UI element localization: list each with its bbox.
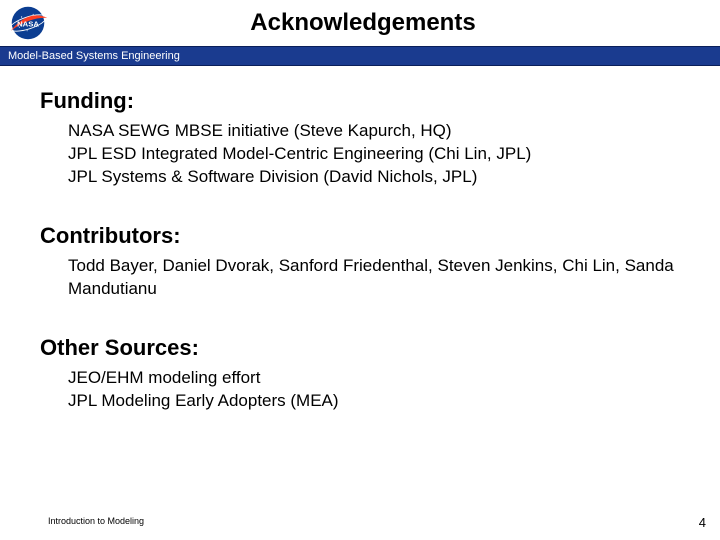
other-heading: Other Sources: <box>40 335 680 361</box>
contributors-body: Todd Bayer, Daniel Dvorak, Sanford Fried… <box>40 255 680 301</box>
slide-content: Funding: NASA SEWG MBSE initiative (Stev… <box>0 66 720 413</box>
funding-body: NASA SEWG MBSE initiative (Steve Kapurch… <box>40 120 680 189</box>
section-contributors: Contributors: Todd Bayer, Daniel Dvorak,… <box>40 223 680 301</box>
contributors-heading: Contributors: <box>40 223 680 249</box>
funding-line: JPL ESD Integrated Model-Centric Enginee… <box>68 143 680 166</box>
contributors-line: Todd Bayer, Daniel Dvorak, Sanford Fried… <box>68 255 680 301</box>
funding-heading: Funding: <box>40 88 680 114</box>
funding-line: NASA SEWG MBSE initiative (Steve Kapurch… <box>68 120 680 143</box>
subtitle-bar: Model-Based Systems Engineering <box>0 46 720 66</box>
nasa-logo-icon: NASA <box>6 5 50 41</box>
other-body: JEO/EHM modeling effort JPL Modeling Ear… <box>40 367 680 413</box>
slide-header: NASA Acknowledgements <box>0 0 720 46</box>
page-number: 4 <box>699 515 706 530</box>
funding-line: JPL Systems & Software Division (David N… <box>68 166 680 189</box>
footer-left-text: Introduction to Modeling <box>48 516 144 526</box>
section-funding: Funding: NASA SEWG MBSE initiative (Stev… <box>40 88 680 189</box>
other-line: JPL Modeling Early Adopters (MEA) <box>68 390 680 413</box>
slide-title: Acknowledgements <box>50 9 720 37</box>
svg-text:NASA: NASA <box>17 19 39 28</box>
other-line: JEO/EHM modeling effort <box>68 367 680 390</box>
section-other-sources: Other Sources: JEO/EHM modeling effort J… <box>40 335 680 413</box>
